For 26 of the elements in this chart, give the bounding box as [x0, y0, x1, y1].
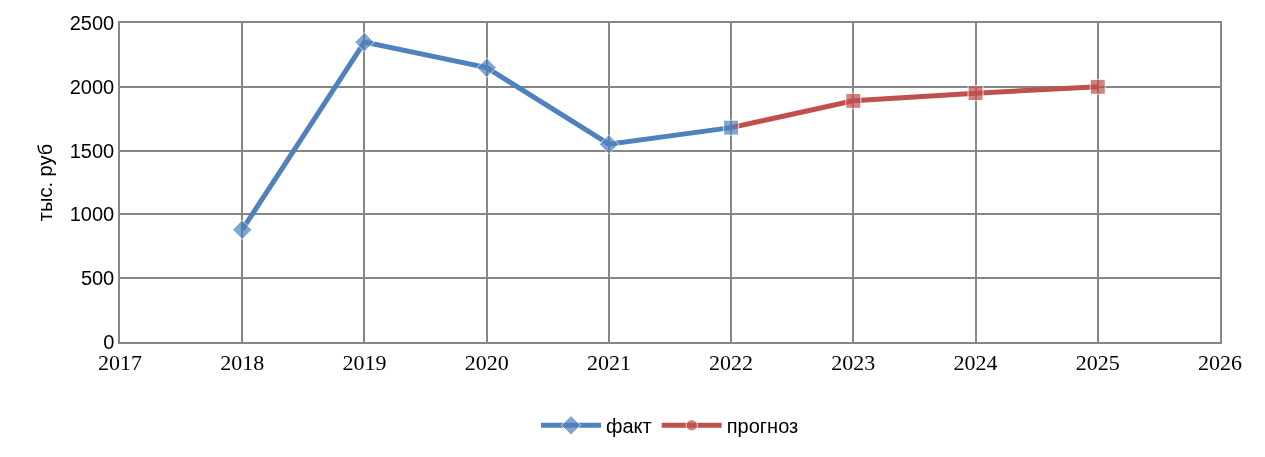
point: [476, 57, 497, 78]
point: [354, 31, 375, 53]
point: [845, 92, 862, 109]
x-tick-label: 2020: [464, 350, 509, 376]
point: [231, 219, 253, 240]
legend-label: факт: [606, 415, 652, 438]
x-tick-label: 2019: [342, 350, 387, 376]
x-tick-label: 2021: [586, 350, 631, 376]
x-tick-label: 2023: [831, 350, 876, 376]
x-tick-label: 2017: [98, 350, 142, 376]
y-tick-label: 500: [80, 267, 115, 290]
y-tick-label: 2000: [69, 75, 115, 98]
y-tick-label: 1000: [69, 203, 115, 226]
x-tick-label: 2024: [953, 350, 998, 376]
point: [598, 133, 620, 155]
point: [1089, 78, 1106, 95]
y-tick-label: 1500: [69, 139, 115, 162]
x-tick-label: 2022: [709, 350, 754, 376]
x-tick-label: 2018: [220, 350, 265, 376]
y-tick-label: 0: [103, 331, 115, 353]
legend-label: прогноз: [726, 415, 799, 438]
x-tick-label: 2026: [1198, 350, 1242, 376]
x-tick-label: 2025: [1075, 350, 1120, 376]
y-tick-label: 2500: [69, 12, 115, 34]
point: [967, 85, 984, 102]
y-axis-title: тыс. руб: [33, 143, 56, 222]
